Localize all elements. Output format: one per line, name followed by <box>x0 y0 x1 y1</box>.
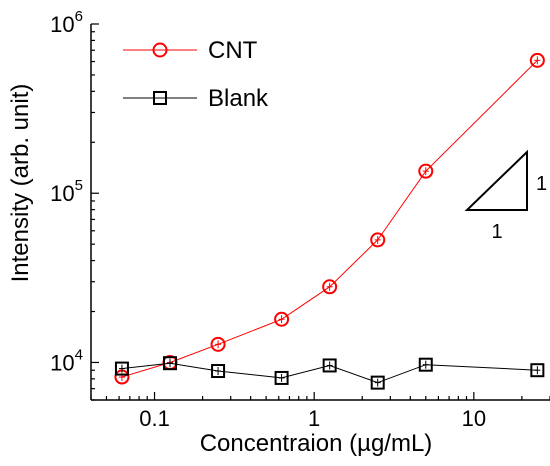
legend: CNT Blank <box>123 37 269 112</box>
blank-point <box>370 375 385 390</box>
cnt-point <box>322 279 338 295</box>
x-axis-title: Concentraion (µg/mL) <box>200 430 433 457</box>
slope-run-label: 1 <box>491 221 502 243</box>
slope-triangle: 11 <box>464 149 547 243</box>
axes: 0.1 1 10 104 105 106 <box>50 8 550 431</box>
x-tick-label: 1 <box>308 406 320 431</box>
legend-marker <box>152 42 168 58</box>
cnt-point <box>210 336 226 352</box>
blank-point <box>274 370 289 385</box>
series-cnt <box>114 52 545 385</box>
legend-marker <box>153 91 167 105</box>
cnt-point <box>529 52 545 68</box>
cnt-point <box>418 163 434 179</box>
cnt-point <box>274 311 290 327</box>
blank-line <box>121 362 538 384</box>
slope-triangle-shape <box>464 149 528 211</box>
legend-item-cnt: CNT <box>123 37 258 64</box>
y-tick-label: 106 <box>50 8 83 37</box>
x-tick-label: 0.1 <box>139 406 170 431</box>
y-axis-title: Intensity (arb. unit) <box>7 84 34 283</box>
x-tick-label: 10 <box>462 406 486 431</box>
blank-point <box>530 363 545 378</box>
blank-point <box>163 356 178 371</box>
cnt-point <box>370 232 386 248</box>
blank-point <box>322 358 337 373</box>
series-layer <box>114 52 545 390</box>
y-tick-label: 105 <box>50 177 83 206</box>
blank-point <box>418 357 433 372</box>
blank-point <box>211 364 226 379</box>
blank-point <box>114 361 129 376</box>
legend-item-blank: Blank <box>123 85 269 112</box>
series-blank <box>114 356 545 390</box>
legend-label: Blank <box>208 85 269 112</box>
slope-rise-label: 1 <box>536 173 547 195</box>
y-tick-label: 104 <box>50 346 83 375</box>
legend-label: CNT <box>208 37 258 64</box>
cnt-line <box>121 59 538 378</box>
